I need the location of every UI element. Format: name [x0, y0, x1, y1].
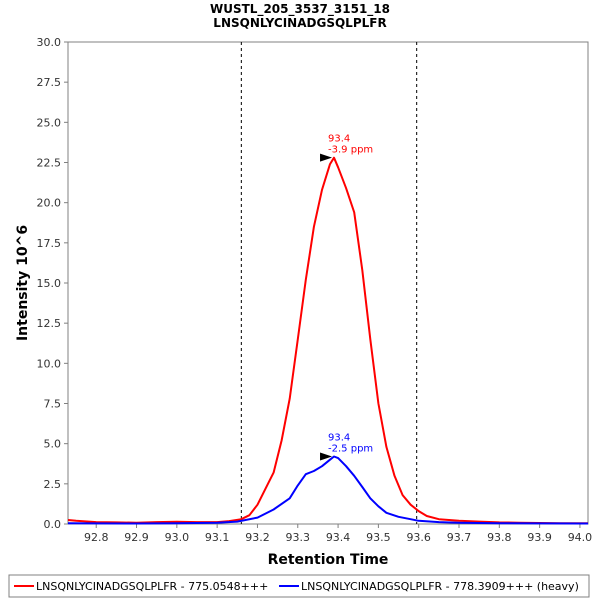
- peak-ppm-label: -3.9 ppm: [328, 145, 373, 156]
- chart-title: WUSTL_205_3537_3151_18: [210, 2, 390, 17]
- series-layer: [67, 156, 588, 525]
- peak-marker-arrow: [320, 452, 333, 461]
- x-tick-label: 93.2: [245, 531, 270, 544]
- peak-ppm-label: -2.5 ppm: [328, 444, 373, 455]
- x-tick-label: 92.8: [84, 531, 109, 544]
- y-tick-label: 25.0: [37, 116, 62, 129]
- x-tick-label: 93.0: [165, 531, 190, 544]
- y-tick-label: 7.5: [44, 398, 62, 411]
- legend: LNSQNLYCINADGSQLPLFR - 775.0548+++ LNSQN…: [8, 574, 590, 598]
- peak-rt-label: 93.4: [328, 134, 350, 145]
- y-tick-label: 30.0: [37, 36, 62, 49]
- x-axis-label: Retention Time: [268, 552, 389, 568]
- x-tick-label: 93.4: [326, 531, 351, 544]
- x-tick-label: 93.6: [406, 531, 431, 544]
- legend-label-heavy: LNSQNLYCINADGSQLPLFR - 778.3909+++ (heav…: [301, 580, 579, 593]
- x-tick-label: 93.3: [286, 531, 311, 544]
- y-tick-label: 0.0: [44, 518, 62, 531]
- peak-rt-label: 93.4: [328, 433, 350, 444]
- peak-boundaries: [240, 42, 418, 524]
- chart-subtitle: LNSQNLYCINADGSQLPLFR: [213, 16, 386, 30]
- x-tick-label: 94.0: [568, 531, 593, 544]
- y-axis-label: Intensity 10^6: [15, 225, 31, 341]
- y-tick-label: 2.5: [44, 478, 62, 491]
- peak-marker-arrow: [320, 153, 333, 162]
- y-tick-label: 22.5: [37, 157, 62, 170]
- x-tick-label: 93.1: [205, 531, 230, 544]
- y-tick-label: 27.5: [37, 76, 62, 89]
- y-tick-label: 12.5: [37, 317, 62, 330]
- x-tick-label: 92.9: [124, 531, 149, 544]
- y-tick-label: 10.0: [37, 357, 62, 370]
- legend-label-light: LNSQNLYCINADGSQLPLFR - 775.0548+++: [36, 580, 268, 593]
- x-axis: 92.8 92.9 93.0 93.1 93.2 93.3 93.4 93.5 93.6 93.7…: [84, 524, 592, 544]
- y-tick-label: 17.5: [37, 237, 62, 250]
- y-axis: 0.0 2.5 5.0 7.5 10.0 12.5 15.0 17.5 20.0 22.5 25.0…: [37, 36, 68, 531]
- x-tick-label: 93.9: [527, 531, 552, 544]
- x-tick-label: 93.5: [366, 531, 391, 544]
- y-tick-label: 5.0: [44, 438, 62, 451]
- y-tick-label: 15.0: [37, 277, 62, 290]
- x-tick-label: 93.8: [487, 531, 512, 544]
- y-tick-label: 20.0: [37, 197, 62, 210]
- series-line-heavy: [67, 455, 588, 525]
- x-tick-label: 93.7: [447, 531, 472, 544]
- plot-area: [67, 41, 589, 525]
